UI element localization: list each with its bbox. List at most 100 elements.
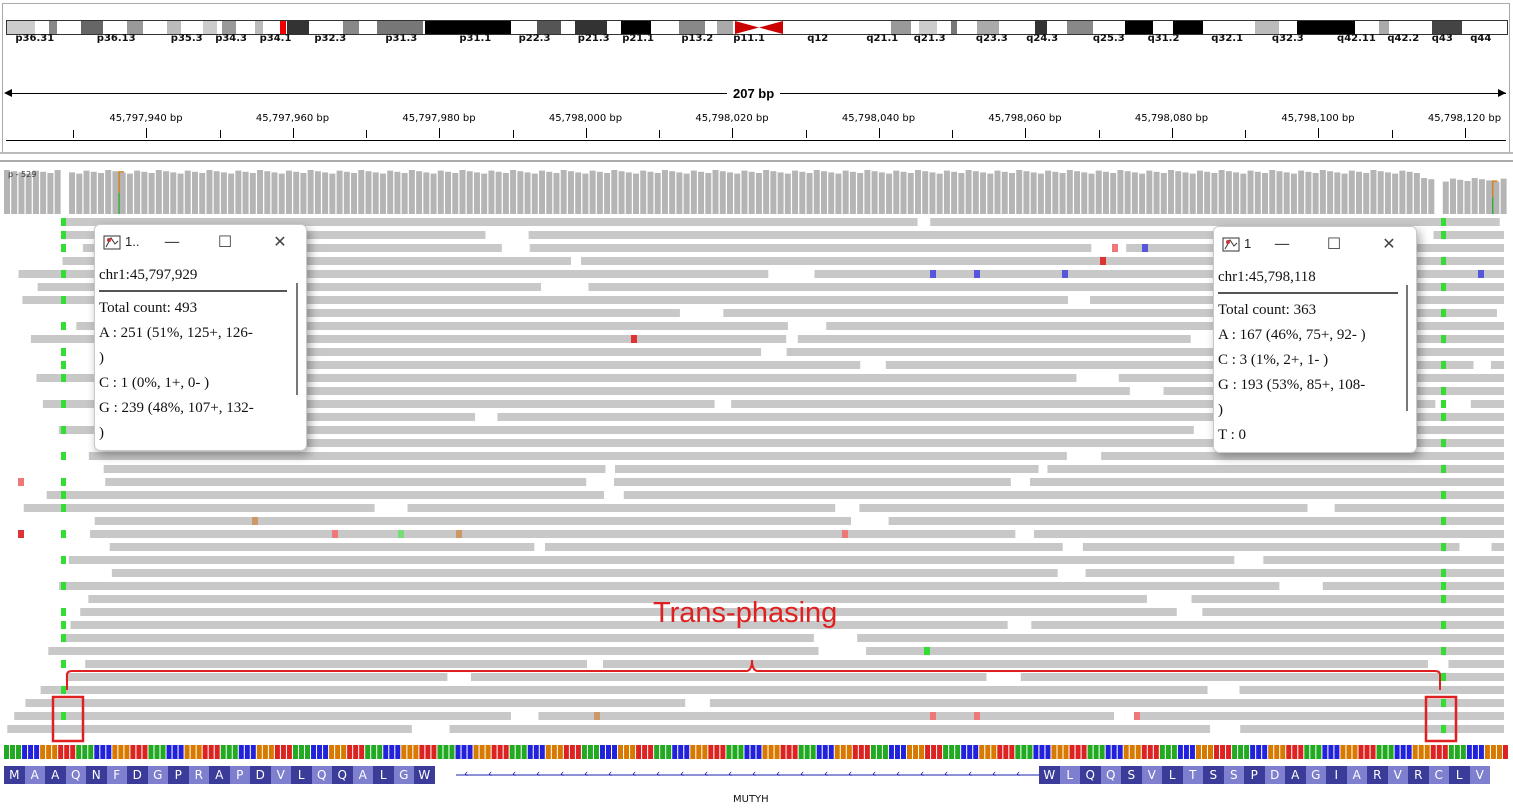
variant-base-right: [1441, 413, 1446, 421]
aligned-read: [105, 478, 587, 486]
coverage-bar: [423, 172, 430, 214]
reference-base: [238, 745, 244, 759]
variant-base-left: [61, 660, 66, 668]
reference-base: [377, 745, 383, 759]
aligned-read: [1356, 283, 1504, 291]
coverage-bar: [1182, 172, 1189, 214]
strand-arrow-icon: ‹: [608, 767, 613, 780]
reference-sequence-track[interactable]: [4, 745, 1508, 759]
amino-acid: S: [1203, 766, 1224, 784]
reference-base: [64, 745, 70, 759]
popup-scrollbar[interactable]: [296, 283, 298, 395]
reference-base: [1003, 745, 1009, 759]
reference-base: [907, 745, 912, 759]
coverage-bar: [741, 170, 748, 214]
coverage-bar: [466, 171, 473, 214]
aligned-read: [65, 673, 448, 681]
reference-base: [1268, 745, 1274, 759]
coverage-bar: [97, 173, 104, 214]
reference-base: [774, 745, 780, 759]
reference-base: [425, 745, 431, 759]
aligned-read: [62, 218, 918, 226]
aligned-read: [118, 348, 762, 356]
coverage-bar: [285, 170, 292, 214]
variant-base-left: [61, 712, 66, 720]
band-label: q25.3: [1092, 33, 1125, 44]
coverage-bar: [1421, 178, 1428, 214]
coverage-bar: [596, 171, 603, 214]
reference-base: [612, 745, 618, 759]
reference-base: [961, 745, 967, 759]
variant-base-left: [61, 530, 66, 538]
variant-base-left: [61, 374, 66, 382]
panel-divider[interactable]: [0, 152, 1513, 154]
variant-base-left: [61, 621, 66, 629]
aligned-read: [80, 608, 1177, 616]
panel-divider[interactable]: [0, 160, 1513, 162]
minimize-button[interactable]: —: [1274, 234, 1290, 253]
coverage-bar: [567, 171, 574, 214]
variant-base-left: [61, 322, 66, 330]
popup-scrollbar[interactable]: [1406, 285, 1408, 411]
coverage-bar: [734, 173, 741, 214]
coverage-bar: [1276, 171, 1283, 214]
close-button[interactable]: ✕: [273, 232, 287, 251]
popup-titlebar[interactable]: 1.. — ☐ ✕: [95, 225, 306, 259]
coverage-bar: [886, 173, 893, 214]
popup-window-right[interactable]: 1 — ☐ ✕ chr1:45,798,118 Total count: 363…: [1213, 226, 1417, 453]
reference-base: [991, 745, 997, 759]
coverage-bar: [69, 172, 76, 214]
aligned-read: [623, 491, 1504, 499]
amino-acid: Q: [1100, 766, 1121, 784]
reference-base: [34, 745, 40, 759]
variant-base-right: [1441, 257, 1446, 265]
strand-arrow-icon: ‹: [872, 767, 877, 780]
amino-acid: F: [106, 766, 127, 784]
reference-base: [1466, 745, 1472, 759]
reference-base: [533, 745, 539, 759]
coverage-bar: [965, 170, 972, 214]
chromosome-ideogram[interactable]: [6, 20, 1508, 35]
reference-base: [919, 745, 925, 759]
popup-titlebar[interactable]: 1 — ☐ ✕: [1214, 227, 1416, 261]
coverage-bar: [1450, 178, 1456, 214]
maximize-button[interactable]: ☐: [217, 232, 233, 251]
popup-window-left[interactable]: 1.. — ☐ ✕ chr1:45,797,929 Total count: 4…: [94, 224, 307, 451]
reference-base: [1412, 745, 1418, 759]
coverage-bar: [220, 172, 227, 214]
reference-base: [1147, 745, 1153, 759]
coverage-bar: [1341, 173, 1348, 214]
reference-base: [1292, 745, 1298, 759]
coverage-bar: [777, 172, 784, 214]
aligned-read: [1034, 530, 1504, 538]
reference-base: [1496, 745, 1502, 759]
reference-base: [714, 745, 720, 759]
reference-base: [798, 745, 804, 759]
alignment-track[interactable]: [4, 216, 1508, 743]
coverage-bar: [669, 171, 676, 214]
close-button[interactable]: ✕: [1382, 234, 1396, 253]
variant-base-left: [61, 296, 66, 304]
amino-acid: L: [291, 766, 312, 784]
coverage-bar: [1262, 173, 1269, 214]
coverage-bar: [1081, 172, 1088, 214]
reference-base: [515, 745, 521, 759]
coverage-bar: [32, 170, 39, 214]
coverage-bar: [488, 170, 495, 214]
ruler-tick-label: 45,798,020 bp: [695, 113, 769, 124]
ruler-tick: [1464, 128, 1466, 138]
amino-acid: A: [352, 766, 373, 784]
aligned-read: [1202, 608, 1504, 616]
coverage-track[interactable]: [4, 166, 1508, 214]
coverage-bar: [893, 170, 900, 214]
coverage-bar: [864, 170, 871, 214]
aligned-read: [103, 465, 606, 473]
maximize-button[interactable]: ☐: [1326, 234, 1342, 253]
minimize-button[interactable]: —: [164, 232, 180, 251]
ruler-tick: [1318, 128, 1319, 138]
reference-base: [810, 745, 816, 759]
reference-base: [1346, 745, 1352, 759]
aligned-read: [1020, 673, 1504, 681]
reference-base: [220, 745, 226, 759]
